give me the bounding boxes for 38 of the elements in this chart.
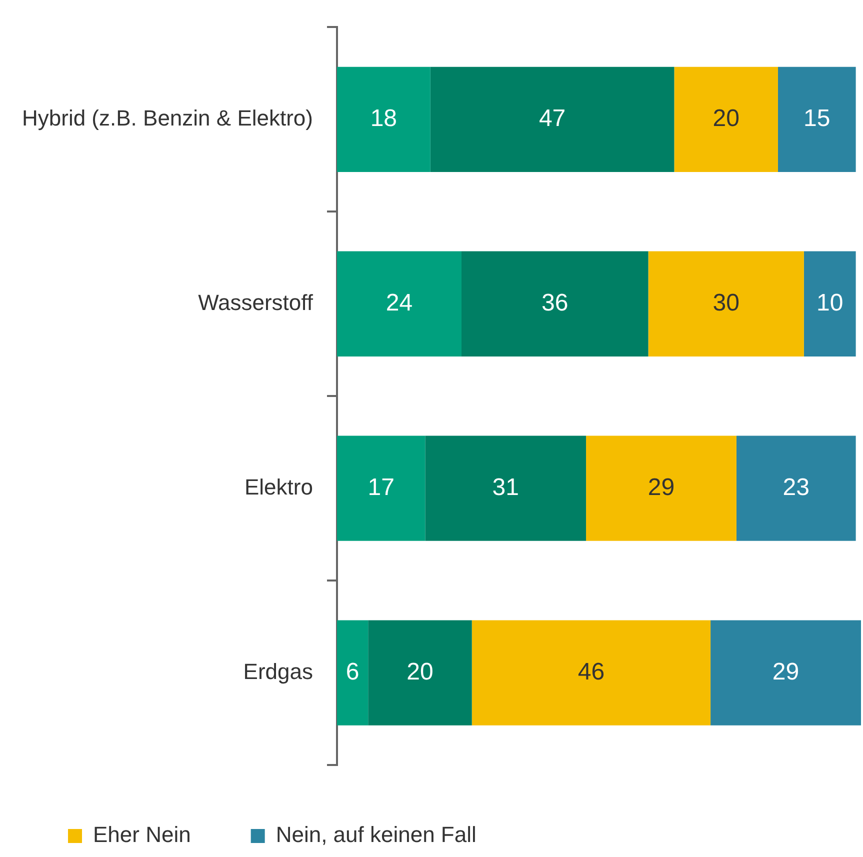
bar — [336, 436, 426, 541]
y-tick-label: Hybrid (z.B. Benzin & Elektro) — [22, 105, 313, 130]
y-tick-label: Erdgas — [243, 658, 313, 684]
bar — [430, 66, 674, 172]
data-label: 18 — [370, 105, 398, 132]
bar — [674, 66, 778, 172]
data-label: 20 — [712, 105, 740, 132]
y-tick-label: Wasserstoff — [198, 290, 314, 315]
data-label: 47 — [538, 105, 566, 132]
data-label: 29 — [772, 658, 800, 686]
data-label: 20 — [406, 658, 434, 686]
data-label: 15 — [804, 105, 830, 132]
bar — [336, 251, 462, 356]
bar — [462, 251, 648, 356]
bar — [804, 251, 856, 356]
bar — [472, 620, 711, 726]
data-label: 29 — [648, 474, 675, 501]
data-label: 23 — [782, 474, 810, 501]
data-label: 24 — [386, 290, 413, 316]
bar — [425, 436, 586, 541]
bar — [586, 436, 736, 541]
bar — [368, 620, 472, 726]
data-label: 17 — [368, 474, 394, 501]
legend-label: Eher Nein — [93, 822, 191, 848]
bar — [336, 620, 368, 726]
data-label: 10 — [816, 290, 844, 316]
data-label: 36 — [542, 290, 568, 316]
legend-label: Nein, auf keinen Fall — [276, 822, 476, 848]
data-label: 46 — [578, 658, 605, 686]
bar — [736, 436, 856, 541]
y-tick-label: Elektro — [244, 474, 313, 500]
bar — [778, 66, 856, 172]
bar — [648, 251, 804, 356]
bar — [710, 620, 861, 726]
data-label: 31 — [492, 474, 519, 501]
bar — [336, 66, 430, 172]
data-label: 30 — [712, 290, 740, 316]
data-label: 6 — [346, 658, 360, 686]
